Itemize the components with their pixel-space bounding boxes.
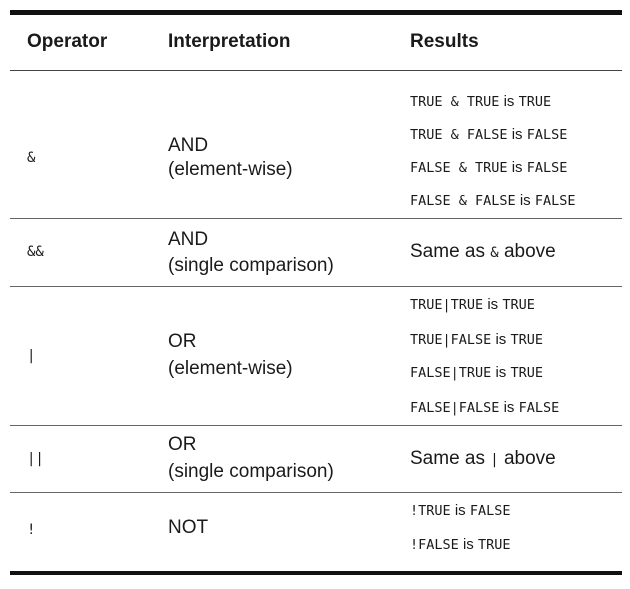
- result-line: FALSE|TRUE is TRUE: [410, 364, 543, 381]
- result-same-as: Same as & above: [410, 241, 556, 262]
- interpretation-line: (single comparison): [168, 461, 334, 482]
- operator-cell: &: [27, 150, 36, 166]
- operator-cell: |: [27, 348, 36, 364]
- interpretation-line: (element-wise): [168, 358, 293, 379]
- header-operator: Operator: [27, 31, 108, 52]
- result-line: TRUE|TRUE is TRUE: [410, 296, 535, 313]
- row-divider: [10, 492, 622, 493]
- row-divider: [10, 425, 622, 426]
- result-line: FALSE & FALSE is FALSE: [410, 192, 576, 209]
- table-top-rule: [10, 10, 622, 15]
- interpretation-line: AND: [168, 135, 209, 156]
- header-interpretation: Interpretation: [168, 31, 291, 52]
- result-line: !FALSE is TRUE: [410, 536, 511, 553]
- row-divider: [10, 286, 622, 287]
- header-results: Results: [410, 31, 479, 52]
- table-bottom-rule: [10, 571, 622, 575]
- header-rule: [10, 70, 622, 71]
- operator-cell: &&: [27, 244, 44, 260]
- interpretation-line: NOT: [168, 517, 209, 538]
- row-divider: [10, 218, 622, 219]
- interpretation-line: OR: [168, 331, 197, 352]
- interpretation-line: (element-wise): [168, 159, 293, 180]
- interpretation-line: AND: [168, 229, 209, 250]
- interpretation-line: (single comparison): [168, 255, 334, 276]
- result-line: TRUE & TRUE is TRUE: [410, 93, 552, 110]
- result-line: FALSE|FALSE is FALSE: [410, 399, 560, 416]
- operator-cell: ||: [27, 451, 44, 467]
- result-line: !TRUE is FALSE: [410, 502, 511, 519]
- result-line: TRUE & FALSE is FALSE: [410, 126, 568, 143]
- result-line: TRUE|FALSE is TRUE: [410, 331, 543, 348]
- interpretation-line: OR: [168, 434, 197, 455]
- result-line: FALSE & TRUE is FALSE: [410, 159, 568, 176]
- operator-cell: !: [27, 522, 36, 538]
- result-same-as: Same as | above: [410, 448, 556, 469]
